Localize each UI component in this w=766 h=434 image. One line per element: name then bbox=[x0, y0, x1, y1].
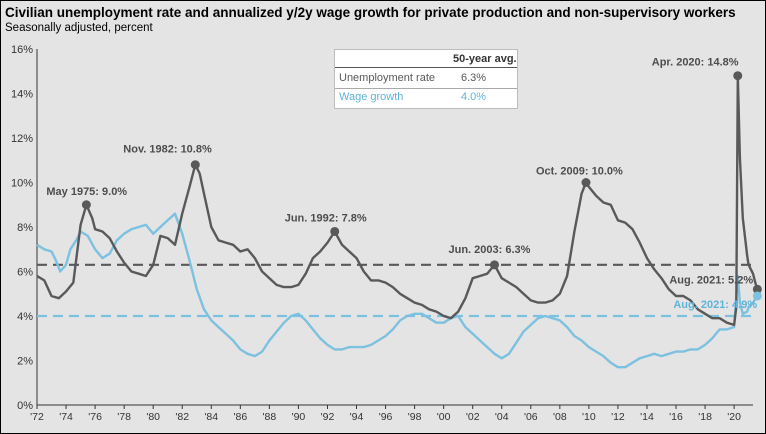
data-point-marker bbox=[733, 71, 743, 81]
annotation-label: Nov. 1982: 10.8% bbox=[123, 144, 212, 156]
x-tick-label: '02 bbox=[466, 411, 480, 423]
x-tick-label: '20 bbox=[727, 411, 741, 423]
data-point-marker bbox=[330, 226, 340, 236]
y-tick-label: 2% bbox=[17, 356, 33, 368]
x-tick-label: '90 bbox=[292, 411, 306, 423]
axes: 0% 2% 4% 6% 8% 10% 12% 14% 16% '72 '74 '76 '78 '80 '8… bbox=[11, 44, 753, 423]
x-tick-label: '98 bbox=[408, 411, 422, 423]
chart-subtitle: Seasonally adjusted, percent bbox=[5, 22, 153, 34]
y-tick-label: 4% bbox=[17, 311, 33, 323]
x-tick-label: '16 bbox=[669, 411, 683, 423]
x-tick-label: '86 bbox=[233, 411, 247, 423]
x-tick-label: '12 bbox=[611, 411, 625, 423]
x-tick-label: '76 bbox=[88, 411, 102, 423]
x-tick-label: '08 bbox=[553, 411, 567, 423]
annotation-label: Jun. 1992: 7.8% bbox=[285, 212, 367, 224]
annotation-label: Aug. 2021: 5.2% bbox=[669, 274, 753, 286]
annotation-label: May 1975: 9.0% bbox=[46, 186, 127, 198]
x-tick-label: '80 bbox=[146, 411, 160, 423]
x-tick-label: '74 bbox=[59, 411, 73, 423]
average-row-unemployment: Unemployment rate 6.3% bbox=[335, 72, 517, 89]
x-tick-label: '84 bbox=[204, 411, 218, 423]
data-point-marker bbox=[81, 200, 91, 210]
x-tick-label: '92 bbox=[321, 411, 335, 423]
x-tick-label: '00 bbox=[437, 411, 451, 423]
average-row-value: 6.3% bbox=[461, 72, 487, 84]
average-row-wage: Wage growth 4.0% bbox=[335, 91, 517, 107]
y-tick-label: 14% bbox=[11, 89, 33, 101]
x-tick-label: '18 bbox=[698, 411, 712, 423]
x-tick-label: '94 bbox=[350, 411, 364, 423]
x-tick-label: '88 bbox=[263, 411, 277, 423]
average-row-name: Wage growth bbox=[339, 91, 404, 103]
y-tick-label: 8% bbox=[17, 222, 33, 234]
average-row-value: 4.0% bbox=[461, 91, 487, 103]
y-tick-label: 12% bbox=[11, 133, 33, 145]
x-tick-label: '10 bbox=[582, 411, 596, 423]
y-tick-label: 10% bbox=[11, 178, 33, 190]
average-table-header-label: 50-year avg. bbox=[453, 53, 517, 65]
chart-title: Civilian unemployment rate and annualize… bbox=[5, 5, 736, 20]
x-tick-label: '82 bbox=[175, 411, 189, 423]
data-point-marker bbox=[190, 160, 200, 170]
y-tick-label: 0% bbox=[17, 400, 33, 412]
annotation-label: Jun. 2003: 6.3% bbox=[448, 244, 530, 256]
reference-lines bbox=[37, 263, 753, 318]
data-point-marker bbox=[752, 284, 762, 294]
data-point-marker bbox=[752, 291, 762, 301]
y-tick-label: 6% bbox=[17, 267, 33, 279]
annotation-label: Aug. 2021: 4.9% bbox=[673, 299, 757, 311]
unemployment-series-line bbox=[36, 74, 759, 327]
x-tick-label: '04 bbox=[495, 411, 509, 423]
average-row-name: Unemployment rate bbox=[339, 72, 435, 84]
x-tick-label: '78 bbox=[117, 411, 131, 423]
data-point-marker bbox=[489, 260, 499, 270]
y-tick-labels: 0% 2% 4% 6% 8% 10% 12% 14% 16% bbox=[11, 44, 33, 412]
annotations: May 1975: 9.0% Nov. 1982: 10.8% Jun. 1992:… bbox=[46, 57, 762, 311]
series-lines bbox=[36, 74, 759, 369]
x-tick-label: '14 bbox=[640, 411, 654, 423]
y-tick-label: 16% bbox=[11, 44, 33, 56]
x-tick-label: '96 bbox=[379, 411, 393, 423]
x-tick-label: '06 bbox=[524, 411, 538, 423]
x-tick-labels: '72 '74 '76 '78 '80 '82 '84 '86 '88 '90 '92 '94 '96 '… bbox=[30, 405, 741, 423]
x-tick-label: '72 bbox=[30, 411, 44, 423]
average-table-header: 50-year avg. bbox=[335, 53, 517, 68]
data-point-marker bbox=[581, 178, 591, 187]
annotation-label: Apr. 2020: 14.8% bbox=[652, 57, 739, 69]
annotation-label: Oct. 2009: 10.0% bbox=[536, 166, 623, 178]
wage-series-line bbox=[36, 212, 759, 369]
fifty-year-average-table: 50-year avg. Unemployment rate 6.3% Wage… bbox=[334, 49, 518, 109]
